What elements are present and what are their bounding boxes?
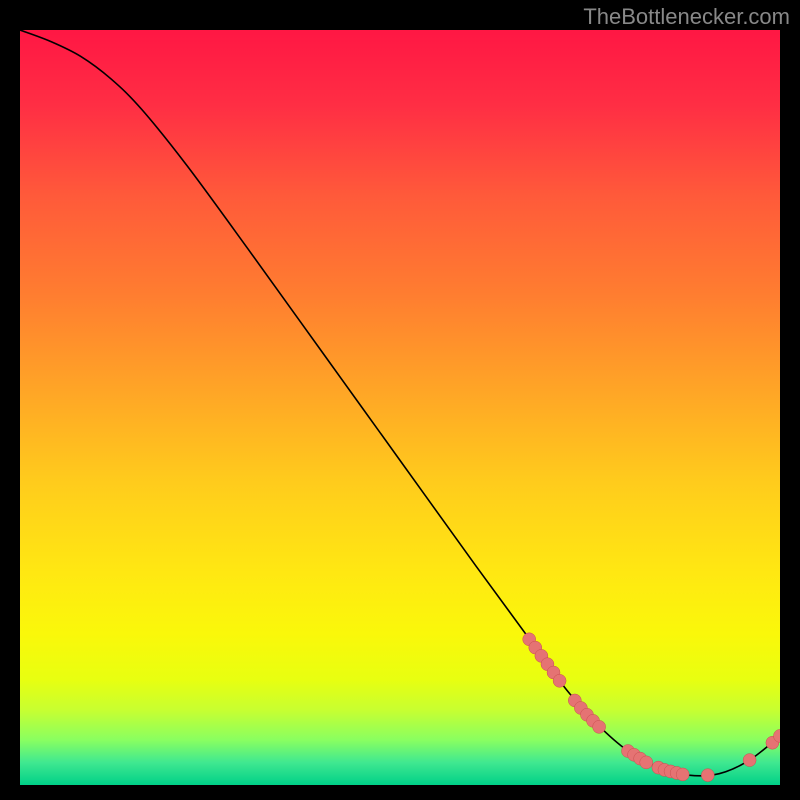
chart-container: TheBottlenecker.com: [0, 0, 800, 800]
data-marker: [640, 756, 653, 769]
data-marker: [553, 674, 566, 687]
data-marker: [743, 754, 756, 767]
plot-background-gradient: [20, 30, 780, 785]
data-marker: [676, 768, 689, 781]
data-marker: [701, 769, 714, 782]
watermark-text: TheBottlenecker.com: [583, 4, 790, 30]
chart-svg: [0, 0, 800, 800]
data-marker: [593, 720, 606, 733]
